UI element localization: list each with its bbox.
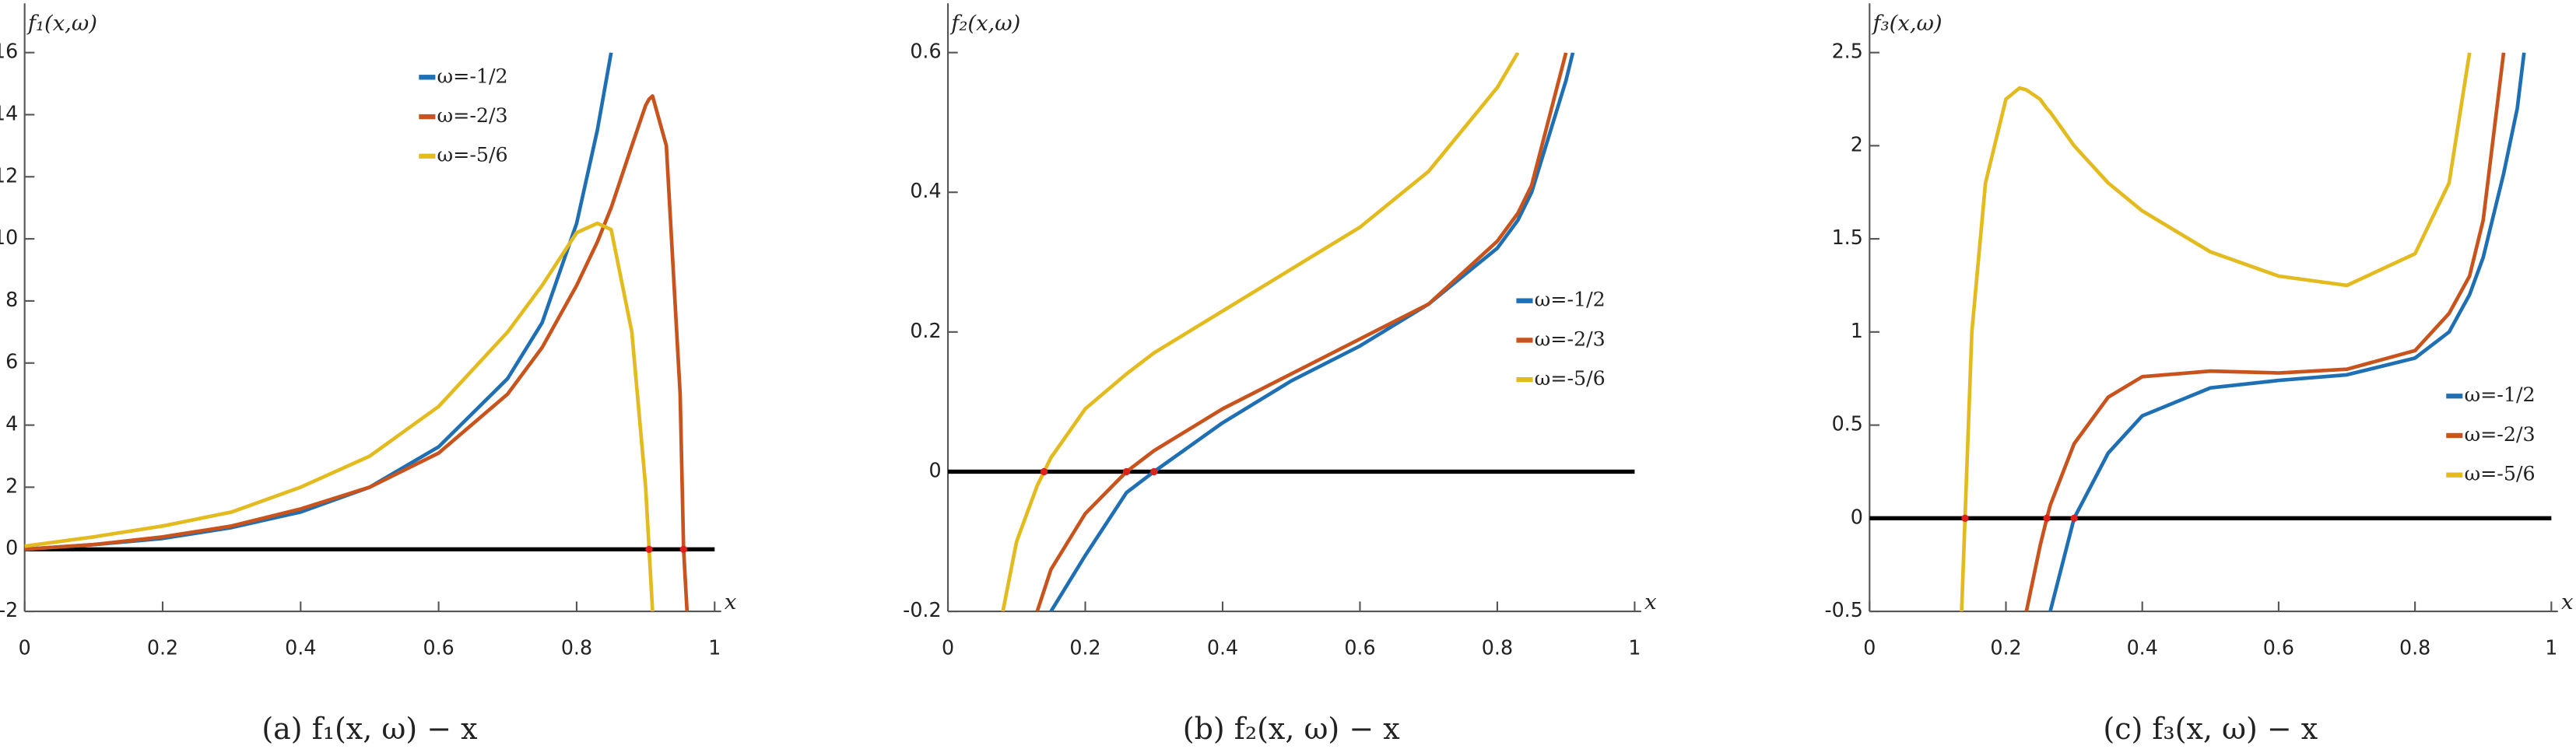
caption: (c) f₃(x, ω) − x [2103, 712, 2318, 746]
root-point [679, 545, 688, 553]
root-point [1150, 467, 1158, 476]
legend-label: ω=-5/6 [1535, 366, 1606, 390]
panel: -2024681012141600.20.40.60.81f₁(x,ω)x(a)… [0, 3, 737, 746]
caption: (b) f₂(x, ω) − x [1183, 712, 1400, 746]
series-line [1001, 52, 1520, 612]
legend-label: ω=-1/2 [437, 64, 508, 87]
series-line [24, 221, 655, 612]
y-tick-label: 2 [5, 474, 18, 497]
y-axis-label: f₁(x,ω) [26, 12, 97, 36]
x-tick-label: 0.4 [285, 636, 316, 660]
x-axis-label: x [1644, 590, 1657, 614]
plot-area [1001, 52, 1575, 612]
legend-label: ω=-2/3 [437, 103, 508, 127]
series-line [1960, 52, 2472, 612]
y-tick-label: 0.6 [910, 40, 941, 63]
series-line [1035, 52, 1568, 612]
x-tick-label: 0.8 [1482, 636, 1513, 660]
panel: -0.500.511.522.50 0.2 0.4 0.6 0.8 1f₃(x,ω)x(c… [1824, 3, 2574, 746]
root-point [2043, 514, 2051, 522]
y-tick-label: -0.2 [903, 598, 941, 621]
series-line [1049, 52, 1575, 612]
legend-label: ω=-5/6 [437, 143, 508, 166]
legend-label: ω=-1/2 [1535, 288, 1606, 311]
x-tick-label: 0.2 [1990, 636, 2021, 660]
legend-label: ω=-1/2 [2464, 383, 2535, 406]
y-tick-label: -0.5 [1824, 598, 1862, 621]
x-tick-label: 0.4 [2127, 636, 2158, 660]
x-tick-label: 1 [2545, 636, 2557, 660]
caption: (a) f₁(x, ω) − x [261, 712, 477, 746]
x-tick-label: 1 [1628, 636, 1641, 660]
x-tick-label: 0.6 [1344, 636, 1375, 660]
y-tick-label: 14 [0, 101, 18, 124]
x-tick-label: 0 [19, 636, 31, 660]
x-tick-label: 0.2 [1069, 636, 1100, 660]
x-tick-label: 0 [942, 636, 954, 660]
x-tick-label: 0.8 [561, 636, 592, 660]
y-tick-label: 0 [1851, 505, 1863, 528]
x-tick-label: 0.4 [1207, 636, 1238, 660]
root-point [2070, 514, 2078, 522]
y-tick-label: 16 [0, 40, 18, 63]
y-tick-label: 12 [0, 163, 18, 187]
series-line [2024, 52, 2506, 612]
panel: -0.200.20.40.60 0.2 0.4 0.6 0.8 1f₂(x,ω)x(b) … [903, 3, 1657, 746]
series-line [24, 52, 613, 551]
y-tick-label: 0 [5, 536, 18, 559]
x-axis-label: x [725, 590, 737, 614]
root-point [1040, 467, 1048, 476]
y-tick-label: 1.5 [1832, 226, 1863, 249]
series-line [24, 94, 690, 612]
root-point [645, 545, 653, 553]
legend-label: ω=-5/6 [2464, 462, 2535, 485]
plot-area [24, 52, 690, 612]
series-line [2048, 52, 2526, 612]
x-tick-label: 0.8 [2399, 636, 2430, 660]
y-tick-label: 2.5 [1832, 40, 1863, 63]
y-axis-label: f₃(x,ω) [1872, 12, 1943, 36]
y-tick-label: 0.2 [910, 319, 941, 342]
x-tick-label: 0.6 [423, 636, 454, 660]
x-tick-label: 0 [1863, 636, 1876, 660]
legend-label: ω=-2/3 [1535, 327, 1606, 350]
root-point [1961, 514, 1969, 522]
y-tick-label: 2 [1851, 132, 1863, 156]
y-tick-label: 0.4 [910, 179, 941, 202]
x-tick-label: 0.6 [2263, 636, 2294, 660]
y-tick-label: -2 [0, 598, 18, 621]
y-axis-label: f₂(x,ω) [949, 12, 1020, 36]
x-tick-label: 0.2 [147, 636, 178, 660]
y-tick-label: 8 [5, 288, 18, 311]
y-tick-label: 4 [5, 412, 18, 436]
root-point [1122, 467, 1131, 476]
y-tick-label: 10 [0, 226, 18, 249]
x-tick-label: 1 [708, 636, 721, 660]
plot-area [1960, 52, 2526, 612]
y-tick-label: 0 [928, 458, 941, 481]
y-tick-label: 6 [5, 350, 18, 373]
legend-label: ω=-2/3 [2464, 422, 2535, 446]
y-tick-label: 0.5 [1832, 412, 1863, 436]
x-axis-label: x [2561, 590, 2574, 614]
y-tick-label: 1 [1851, 319, 1863, 342]
